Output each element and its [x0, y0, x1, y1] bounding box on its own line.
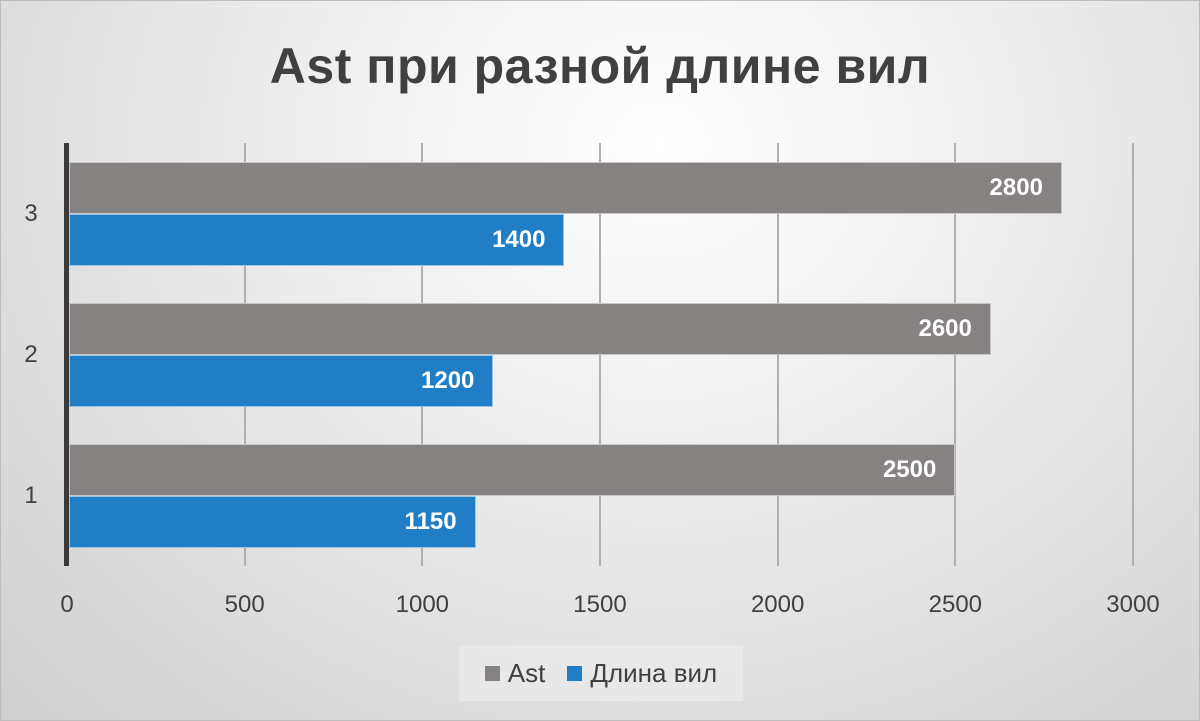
x-tick-label: 0 — [60, 591, 74, 618]
x-tick-label: 500 — [224, 591, 265, 618]
legend-swatch-length-icon — [567, 665, 583, 681]
gridline — [1132, 143, 1134, 566]
data-label: 1400 — [492, 225, 546, 253]
legend-swatch-ast-icon — [484, 665, 500, 681]
bar-ast-3: 2800 — [69, 161, 1062, 214]
y-axis-line — [64, 143, 69, 566]
x-tick-label: 3000 — [1106, 591, 1160, 618]
legend-item-ast: Ast — [484, 657, 546, 689]
x-tick-label: 2500 — [928, 591, 983, 618]
bar-length-1: 1150 — [69, 495, 476, 548]
bar-ast-2: 2600 — [69, 302, 991, 355]
legend-item-length: Длина вил — [567, 658, 717, 689]
bar-length-3: 1400 — [69, 213, 565, 266]
bar-ast-1: 2500 — [69, 443, 956, 496]
legend: Ast Длина вил — [459, 645, 743, 701]
plot-area: 2500 1150 2600 1200 2800 1400 — [64, 143, 1134, 566]
data-label: 1150 — [404, 507, 457, 535]
gridline — [599, 143, 601, 566]
data-label: 1200 — [421, 366, 475, 394]
bar-length-2: 1200 — [69, 354, 494, 407]
y-tick-label: 3 — [24, 199, 38, 227]
legend-label: Длина вил — [590, 657, 718, 688]
y-tick-label: 2 — [24, 340, 38, 368]
x-tick-label: 1500 — [573, 591, 627, 618]
data-label: 2600 — [918, 314, 972, 342]
chart-title: Ast при разной длине вил — [269, 38, 931, 94]
x-tick-label: 2000 — [750, 591, 805, 618]
data-label: 2500 — [882, 455, 937, 483]
x-tick-label: 1000 — [395, 591, 450, 618]
gridline — [954, 143, 957, 566]
legend-label: Ast — [507, 657, 546, 688]
gridline — [776, 143, 779, 566]
y-tick-label: 1 — [24, 481, 38, 509]
data-label: 2800 — [989, 173, 1043, 201]
